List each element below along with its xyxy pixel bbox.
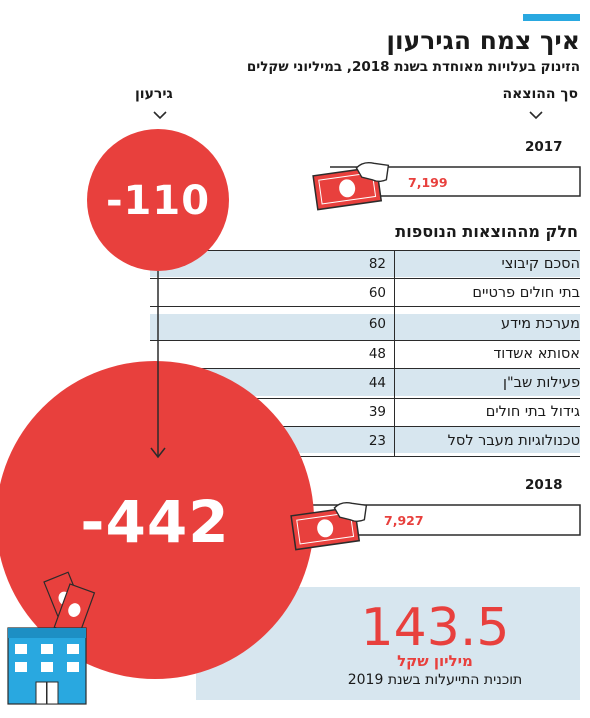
extra-cost-label: מערכת מידע	[501, 316, 580, 332]
deficit-value-2017: -110	[105, 178, 211, 224]
extra-cost-label: אסותא אשדוד	[493, 346, 580, 362]
extra-cost-label: טכנולוגיות מעבר לסל	[447, 433, 580, 449]
money-bill-hand-icon	[312, 161, 390, 211]
extra-cost-label: בתי חולים פרטיים	[472, 285, 580, 301]
table-rule	[150, 368, 580, 369]
year-label-2017: 2017	[525, 139, 563, 155]
efficiency-value: 143.5	[360, 598, 510, 658]
extra-cost-value: 44	[368, 375, 386, 391]
table-rule	[150, 250, 580, 251]
accent-bar	[523, 14, 580, 21]
cost-callout-2017	[330, 166, 581, 197]
extra-cost-value: 60	[368, 285, 386, 301]
extra-cost-value: 82	[368, 256, 386, 272]
cost-header: סך ההוצאה	[502, 86, 578, 102]
table-rule	[150, 340, 580, 341]
arrow-head	[150, 447, 166, 459]
table-rule	[150, 306, 580, 307]
chart-subtitle: הזינוק בעלויות מאוחדת בשנת 2018, במיליונ…	[246, 59, 580, 75]
hospital-building-icon	[7, 571, 96, 705]
chevron-down-icon	[153, 111, 167, 120]
money-bill-hand-icon	[290, 501, 368, 551]
table-rule	[150, 456, 580, 457]
cost-value-2018: 7,927	[384, 513, 424, 528]
table-rule	[150, 398, 580, 399]
extra-costs-title: חלק מההוצאות הנוספות	[395, 222, 578, 241]
deficit-bubble-2017	[87, 129, 229, 271]
table-rule	[150, 278, 580, 279]
efficiency-unit: מיליון שקל	[397, 652, 473, 670]
extra-cost-value: 60	[368, 316, 386, 332]
extra-cost-label: פעילות שב"ן	[503, 375, 580, 391]
extra-cost-value: 39	[368, 404, 386, 420]
cost-value-2017: 7,199	[408, 175, 448, 190]
chevron-down-icon	[529, 111, 543, 120]
table-stripe	[150, 250, 580, 277]
extra-cost-value: 48	[368, 346, 386, 362]
extra-cost-value: 23	[368, 433, 386, 449]
chart-title: איך צמח הגירעון	[386, 26, 580, 55]
deficit-header: גירעון	[135, 86, 173, 102]
table-divider	[394, 250, 395, 456]
extra-cost-label: גידול בתי חולים	[485, 404, 580, 420]
extra-cost-label: הסכם קיבוצי	[501, 256, 581, 272]
cost-callout-2018	[290, 504, 581, 536]
year-label-2018: 2018	[525, 477, 563, 493]
deficit-value-2018: -442	[80, 488, 230, 556]
table-stripe	[150, 314, 580, 341]
efficiency-note: תוכנית התייעלות בשנת 2019	[347, 672, 523, 688]
table-rule	[150, 426, 580, 427]
